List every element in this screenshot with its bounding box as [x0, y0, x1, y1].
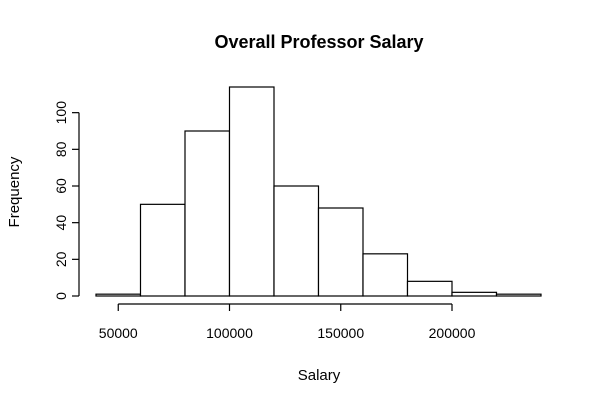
- x-axis-label: Salary: [298, 367, 341, 384]
- histogram-bar: [406, 280, 453, 297]
- histogram-bar: [139, 203, 186, 297]
- histogram-bar: [273, 185, 320, 297]
- x-tick-label: 100000: [206, 325, 253, 341]
- x-tick-label: 50000: [99, 325, 138, 341]
- y-tick-label: 80: [53, 141, 69, 157]
- x-tick-label: 150000: [317, 325, 364, 341]
- x-tick-label: 200000: [429, 325, 476, 341]
- histogram-bar: [95, 293, 142, 297]
- y-tick-label: 20: [53, 251, 69, 267]
- histogram-bar: [317, 207, 364, 297]
- y-tick-label: 100: [53, 101, 69, 125]
- chart-title: Overall Professor Salary: [214, 32, 423, 52]
- histogram-bar: [184, 130, 231, 297]
- y-axis-label: Frequency: [6, 156, 23, 227]
- histogram-bars: [95, 86, 542, 297]
- histogram-bar: [228, 86, 275, 297]
- histogram-bar: [495, 293, 542, 297]
- histogram-bar: [362, 253, 409, 297]
- y-tick-label: 60: [53, 178, 69, 194]
- histogram-bar: [451, 291, 498, 297]
- y-tick-label: 0: [53, 292, 69, 300]
- x-axis: 50000 100000 150000 200000: [99, 303, 476, 341]
- y-tick-label: 40: [53, 215, 69, 231]
- y-axis: 0 20 40 60 80 100: [53, 101, 80, 300]
